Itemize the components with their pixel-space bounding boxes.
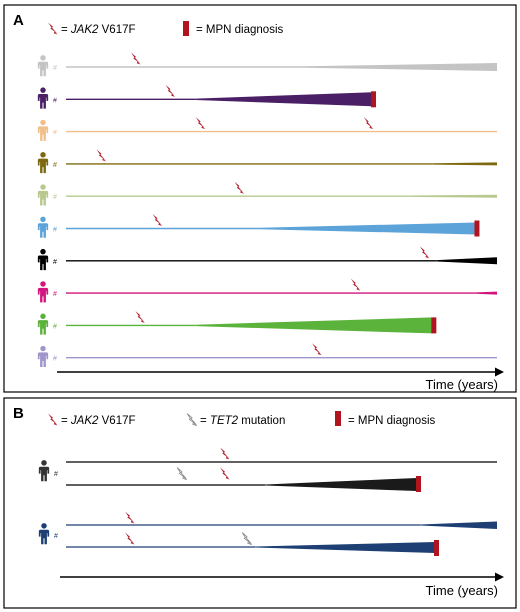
- panel-a-letter: A: [13, 12, 24, 29]
- allele-symbol: #: [53, 259, 57, 266]
- person-icon: [38, 523, 50, 545]
- panel-b-legend: = JAK2 V617F = TET2 mutation = MPN diagn…: [48, 411, 435, 427]
- person-icon: [37, 184, 49, 206]
- mpn-diagnosis-marker: [416, 476, 421, 492]
- patient-row-4: #: [37, 149, 497, 174]
- lightning-bolt-icon: [220, 467, 230, 480]
- patient-row-7: #: [37, 246, 497, 271]
- patient-row-3: #: [37, 117, 497, 141]
- clone-expansion: [255, 542, 435, 553]
- clone-expansion: [195, 317, 433, 334]
- legend-mpn-label: = MPN diagnosis: [196, 24, 283, 36]
- allele-symbol: #: [53, 162, 57, 169]
- lightning-bolt-icon: [363, 117, 374, 130]
- allele-symbol: #: [53, 323, 57, 330]
- legend-b-mpn-label: = MPN diagnosis: [348, 415, 435, 427]
- lightning-bolt-icon: [220, 447, 230, 460]
- allele-symbol: #: [53, 356, 57, 363]
- lightning-bolt-icon: [125, 511, 135, 524]
- panel-a-legend: = JAK2 V617F = MPN diagnosis: [48, 21, 283, 36]
- panel-b-axis-label: Time (years): [426, 583, 498, 598]
- patient-row-1: #: [37, 52, 497, 77]
- lightning-bolt-icon: [165, 84, 176, 97]
- lightning-bolt-icon: [135, 310, 145, 323]
- lightning-bolt-icon: [152, 214, 163, 227]
- lightning-bolt-icon: [96, 149, 107, 162]
- person-icon: [37, 345, 49, 367]
- legend-tet2-label: = TET2 mutation: [200, 415, 285, 427]
- allele-symbol: #: [54, 471, 58, 478]
- panel-a-frame: [3, 4, 517, 393]
- person-icon: [38, 460, 50, 482]
- lightning-bolt-icon: [195, 117, 206, 130]
- clone-expansion: [436, 257, 497, 265]
- clone-expansion: [265, 478, 417, 491]
- mpn-diagnosis-marker: [431, 317, 437, 334]
- lightning-bolt-icon: [48, 22, 58, 35]
- patient-row-9: #: [37, 310, 437, 335]
- legend-jak2-label: = JAK2 V617F: [61, 24, 136, 36]
- lightning-bolt-icon: [131, 52, 141, 65]
- clone-expansion: [259, 222, 476, 235]
- diagnosis-bar-icon: [335, 411, 341, 426]
- arrow-icon: [495, 367, 504, 377]
- mpn-diagnosis-marker: [371, 91, 377, 108]
- person-icon: [37, 55, 49, 77]
- lightning-bolt-icon: [241, 532, 252, 545]
- clone-expansion: [475, 291, 497, 295]
- person-icon: [37, 87, 49, 109]
- lightning-bolt-icon: [234, 181, 245, 194]
- lightning-bolt-icon: [125, 532, 135, 545]
- patient-row-5: #: [37, 181, 497, 206]
- person-icon: [37, 313, 49, 335]
- clone-expansion: [410, 194, 497, 198]
- allele-symbol: #: [53, 65, 57, 72]
- clone-expansion: [195, 92, 373, 107]
- patient-row-10: #: [37, 343, 497, 367]
- person-icon: [37, 216, 49, 238]
- lightning-bolt-icon: [176, 467, 187, 480]
- person-icon: [37, 281, 49, 303]
- panel-b-letter: B: [13, 405, 24, 422]
- panel-a-time-axis: Time (years): [57, 367, 504, 392]
- arrow-icon: [495, 572, 504, 582]
- mpn-diagnosis-marker: [474, 220, 480, 237]
- panel-b-frame: [3, 397, 517, 609]
- panel-a-timelines: # # # # # # # # # #: [37, 52, 497, 367]
- clone-expansion: [432, 162, 497, 166]
- patient-row-2: #: [37, 84, 377, 109]
- clone-expansion-upper: [420, 521, 497, 529]
- legend-b-jak2-label: = JAK2 V617F: [61, 415, 136, 427]
- mpn-diagnosis-marker: [434, 540, 439, 556]
- person-icon: [37, 119, 49, 141]
- person-icon: [37, 152, 49, 174]
- panel-b-time-axis: Time (years): [60, 572, 504, 598]
- allele-symbol: #: [53, 97, 57, 104]
- lightning-bolt-icon: [186, 413, 197, 426]
- lightning-bolt-icon: [419, 246, 430, 259]
- patient-row-6: #: [37, 214, 480, 238]
- allele-symbol: #: [53, 227, 57, 234]
- lightning-bolt-icon: [350, 278, 361, 291]
- allele-symbol: #: [53, 194, 57, 201]
- panel-b-patient-2: #: [38, 511, 497, 556]
- allele-symbol: #: [53, 130, 57, 137]
- lightning-bolt-icon: [312, 343, 322, 356]
- clone-expansion: [303, 63, 497, 71]
- allele-symbol: #: [54, 533, 58, 540]
- patient-row-8: #: [37, 278, 497, 303]
- allele-symbol: #: [53, 291, 57, 298]
- lightning-bolt-icon: [48, 413, 58, 426]
- person-icon: [37, 248, 49, 271]
- panel-b-patient-1: #: [38, 447, 497, 492]
- panel-a-axis-label: Time (years): [426, 377, 498, 392]
- diagnosis-bar-icon: [183, 21, 189, 36]
